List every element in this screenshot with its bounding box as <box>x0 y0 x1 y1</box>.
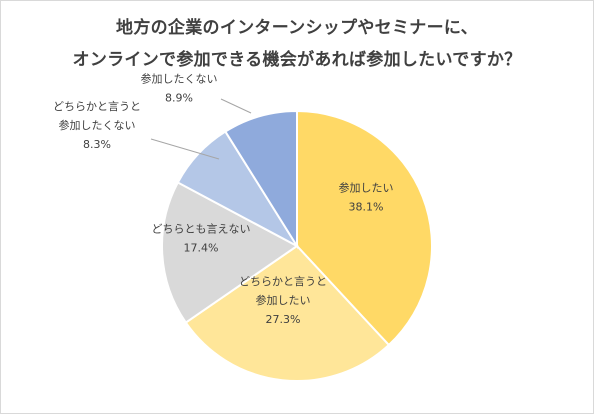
chart-title-line-2: オンラインで参加できる機会があれば参加したいですか？ <box>72 50 522 70</box>
chart-title-line-1: 地方の企業のインターンシップやセミナーに、 <box>116 18 478 38</box>
leader-line-5 <box>220 98 252 114</box>
slice-label-1: 参加したい 38.1% <box>339 181 394 214</box>
pie-slice-1 <box>296 109 433 347</box>
slice-label-2: どちらかと言うと参加したい 27.3% <box>239 275 327 326</box>
pie-slice-5 <box>224 109 298 250</box>
slice-label-5: 参加したくない 8.9% <box>141 72 218 105</box>
pie-slice-3 <box>161 181 299 324</box>
slice-label-3: どちらとも言えない 17.4% <box>152 223 251 255</box>
pie-slice-2 <box>184 244 391 382</box>
slice-label-4: どちらかと言うと参加したくない 8.3% <box>53 100 141 151</box>
leader-line-4 <box>150 138 220 160</box>
